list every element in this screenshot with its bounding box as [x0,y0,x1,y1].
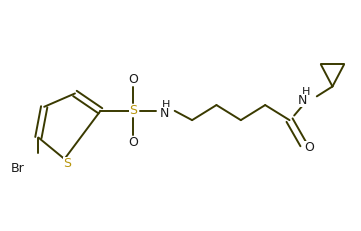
Text: H: H [162,100,170,110]
Text: Br: Br [11,162,25,175]
Text: H: H [302,87,310,97]
Text: O: O [128,73,138,86]
Text: S: S [63,157,71,170]
Text: O: O [128,136,138,149]
Text: S: S [129,104,137,117]
Text: O: O [304,141,314,155]
Text: N: N [298,94,308,107]
Text: N: N [160,107,170,120]
